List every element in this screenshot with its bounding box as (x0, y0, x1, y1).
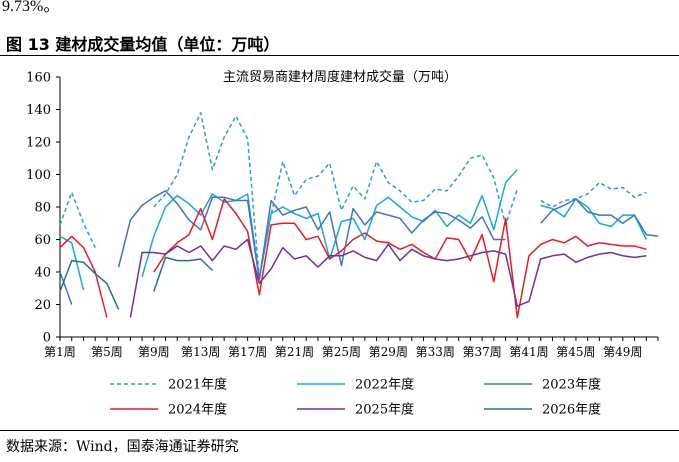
x-tick-label: 第17周 (228, 345, 267, 359)
series-4 (59, 198, 647, 319)
series-line (540, 198, 647, 240)
figure-title-text: 建材成交量均值（单位：万吨） (55, 35, 280, 54)
x-tick-label: 第9周 (138, 345, 170, 359)
x-tick-label: 第13周 (181, 345, 220, 359)
series-2 (59, 169, 647, 291)
y-tick-label: 120 (26, 136, 51, 151)
x-tick-label: 第41周 (509, 345, 548, 359)
x-tick-label: 第21周 (275, 345, 314, 359)
series-line (59, 235, 108, 318)
x-tick-label: 第49周 (603, 345, 642, 359)
legend-item: 2026年度 (484, 402, 601, 418)
series-layer (59, 112, 659, 319)
title-rule (0, 55, 679, 56)
source-rule (0, 430, 679, 431)
legend-label: 2024年度 (168, 402, 227, 418)
series-line (141, 169, 518, 280)
series-line (59, 271, 73, 305)
series-line (153, 198, 647, 319)
y-tick-label: 140 (26, 103, 51, 118)
series-line (540, 198, 659, 238)
y-tick-label: 0 (43, 331, 51, 346)
previous-text-fragment: 9.73%。 (2, 0, 60, 15)
legend-item: 2022年度 (297, 377, 414, 393)
x-tick-label: 第29周 (369, 345, 408, 359)
series-line (117, 190, 506, 281)
x-tick-label: 第37周 (462, 345, 501, 359)
y-tick-label: 80 (34, 201, 51, 216)
series-line (59, 259, 120, 310)
legend-label: 2023年度 (542, 377, 601, 393)
series-line (153, 256, 213, 292)
series-6 (59, 256, 213, 310)
figure-label: 图 13 (6, 35, 50, 54)
legend-label: 2025年度 (355, 402, 414, 418)
legend-item: 2023年度 (484, 377, 601, 393)
series-line (129, 238, 647, 318)
y-tick-label: 60 (34, 233, 51, 248)
series-line (153, 112, 519, 280)
series-3 (59, 190, 659, 305)
series-line (59, 191, 96, 248)
series-line (540, 181, 647, 208)
x-tick-label: 第33周 (416, 345, 455, 359)
figure-title: 图 13 建材成交量均值（单位：万吨） (6, 31, 279, 55)
x-tick-label: 第45周 (556, 345, 595, 359)
data-source: 数据来源：Wind，国泰海通证券研究 (6, 439, 239, 455)
x-tick-label: 第1周 (44, 345, 76, 359)
y-tick-label: 160 (26, 71, 51, 86)
x-tick-label: 第25周 (322, 345, 361, 359)
legend-label: 2026年度 (542, 402, 601, 418)
y-tick-label: 40 (34, 266, 51, 281)
legend-item: 2024年度 (110, 402, 227, 418)
x-tick-label: 第5周 (91, 345, 123, 359)
y-tick-label: 100 (26, 168, 51, 183)
series-5 (129, 238, 647, 318)
series-1 (59, 112, 647, 280)
series-line (59, 235, 85, 291)
legend-label: 2022年度 (355, 377, 414, 393)
legend-label: 2021年度 (168, 377, 227, 393)
chart-legend: 2021年度 2022年度 2023年度 2024年度 2025年度 2026年度 (110, 377, 601, 418)
legend-item: 2021年度 (110, 377, 227, 393)
y-tick-label: 20 (34, 298, 51, 313)
legend-item: 2025年度 (297, 402, 414, 418)
chart-title: 主流贸易商建材周度建材成交量（万吨） (223, 69, 457, 85)
